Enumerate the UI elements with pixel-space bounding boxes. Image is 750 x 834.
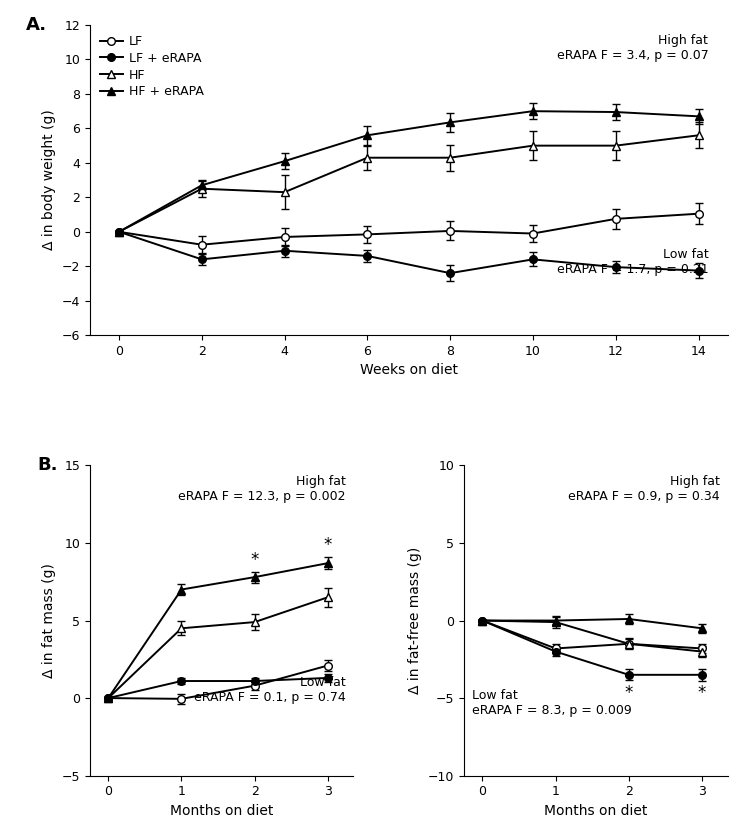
Text: Low fat
eRAPA F = 1.7, p = 0.21: Low fat eRAPA F = 1.7, p = 0.21 — [556, 249, 708, 276]
Text: *: * — [625, 684, 633, 702]
Text: High fat
eRAPA F = 12.3, p = 0.002: High fat eRAPA F = 12.3, p = 0.002 — [178, 475, 346, 503]
Y-axis label: Δ in body weight (g): Δ in body weight (g) — [42, 110, 56, 250]
Text: A.: A. — [26, 16, 47, 33]
Legend: LF, LF + eRAPA, HF, HF + eRAPA: LF, LF + eRAPA, HF, HF + eRAPA — [96, 31, 207, 102]
Text: B.: B. — [38, 456, 58, 475]
Text: Low fat
eRAPA F = 8.3, p = 0.009: Low fat eRAPA F = 8.3, p = 0.009 — [472, 689, 632, 716]
Text: High fat
eRAPA F = 0.9, p = 0.34: High fat eRAPA F = 0.9, p = 0.34 — [568, 475, 719, 503]
X-axis label: Weeks on diet: Weeks on diet — [360, 364, 458, 378]
X-axis label: Months on diet: Months on diet — [170, 804, 274, 818]
Text: Low fat
eRAPA F = 0.1, p = 0.74: Low fat eRAPA F = 0.1, p = 0.74 — [194, 676, 346, 705]
Text: *: * — [251, 550, 259, 569]
Text: *: * — [698, 684, 706, 702]
Text: High fat
eRAPA F = 3.4, p = 0.07: High fat eRAPA F = 3.4, p = 0.07 — [556, 34, 708, 63]
Y-axis label: Δ in fat-free mass (g): Δ in fat-free mass (g) — [409, 547, 422, 694]
Text: *: * — [324, 536, 332, 554]
X-axis label: Months on diet: Months on diet — [544, 804, 647, 818]
Y-axis label: Δ in fat mass (g): Δ in fat mass (g) — [42, 563, 56, 678]
